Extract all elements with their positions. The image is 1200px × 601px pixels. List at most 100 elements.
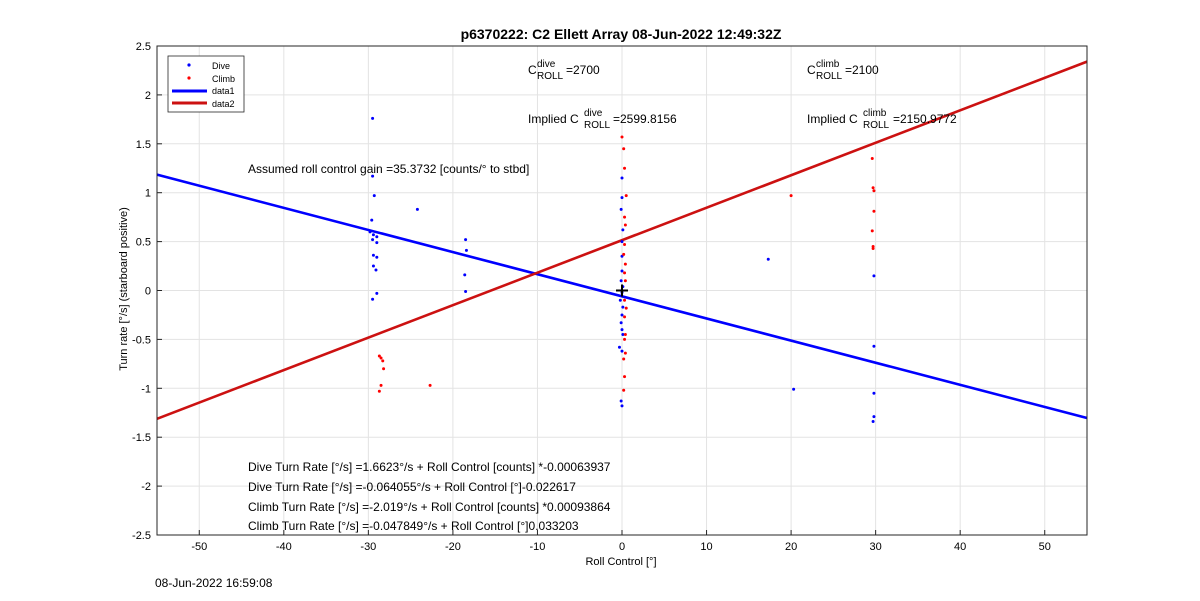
x-tick-label: 10 — [700, 541, 712, 553]
climb-point — [622, 357, 626, 361]
data-points — [368, 116, 876, 424]
climb-point — [623, 271, 627, 275]
dive-point — [463, 273, 467, 277]
climb-point — [871, 186, 875, 190]
dive-point — [621, 305, 625, 309]
dive-point — [371, 233, 375, 237]
svg-text:C: C — [528, 63, 537, 77]
climb-point — [623, 375, 627, 379]
y-tick-label: -1 — [141, 383, 151, 395]
x-tick-label: 30 — [870, 541, 882, 553]
dive-point — [371, 238, 375, 242]
dive-point — [872, 391, 876, 395]
legend-data2-label: data2 — [212, 99, 235, 109]
svg-text:=2700: =2700 — [566, 63, 600, 77]
dive-point — [620, 240, 624, 244]
climb-point — [789, 194, 793, 198]
y-tick-label: 0.5 — [136, 237, 151, 249]
annotation-c-dive: C dive ROLL =2700 — [528, 59, 600, 82]
dive-point — [619, 279, 623, 283]
climb-point — [872, 189, 876, 193]
dive-point — [464, 238, 468, 242]
dive-point — [371, 116, 375, 120]
legend: Dive Climb data1 data2 — [167, 55, 245, 113]
climb-point — [623, 315, 627, 319]
dive-point — [872, 415, 876, 419]
annotation-eq-dive-counts: Dive Turn Rate [°/s] =1.6623°/s + Roll C… — [248, 460, 611, 474]
svg-text:=2100: =2100 — [845, 63, 879, 77]
climb-point — [620, 135, 624, 139]
svg-text:Implied C: Implied C — [807, 112, 858, 126]
dive-point — [374, 268, 378, 272]
dive-point — [620, 254, 624, 258]
legend-dive-label: Dive — [212, 61, 230, 71]
climb-point — [872, 209, 876, 213]
dive-point — [872, 344, 876, 348]
y-tick-label: -0.5 — [132, 334, 151, 346]
dive-point — [375, 241, 379, 245]
dive-point — [371, 253, 375, 257]
dive-point — [371, 174, 375, 178]
x-axis-ticks: -50 -40 -30 -20 -10 0 10 20 30 40 50 — [191, 530, 1051, 553]
climb-point — [623, 223, 627, 227]
dive-point — [371, 264, 375, 268]
climb-point — [379, 383, 383, 387]
x-axis-label: Roll Control [°] — [585, 556, 656, 568]
climb-point — [623, 243, 627, 247]
y-tick-label: 0 — [145, 286, 151, 298]
climb-point — [379, 356, 383, 360]
dive-point — [621, 228, 625, 232]
svg-text:climb: climb — [863, 108, 887, 119]
svg-text:Implied C: Implied C — [528, 112, 579, 126]
dive-point — [370, 218, 374, 222]
x-tick-label: -50 — [191, 541, 207, 553]
legend-data1-label: data1 — [212, 86, 235, 96]
dive-point — [620, 349, 624, 353]
y-tick-label: -2 — [141, 481, 151, 493]
y-tick-label: 1.5 — [136, 139, 151, 151]
annotation-eq-dive-degrees: Dive Turn Rate [°/s] =-0.064055°/s + Rol… — [248, 480, 576, 494]
dive-point — [464, 248, 468, 252]
climb-point — [624, 194, 628, 198]
x-tick-label: -40 — [276, 541, 292, 553]
dive-point — [619, 207, 623, 211]
svg-text:=2599.8156: =2599.8156 — [613, 112, 677, 126]
climb-point — [870, 229, 874, 233]
svg-text:=2150.9772: =2150.9772 — [893, 112, 957, 126]
y-axis-ticks: -2.5 -2 -1.5 -1 -0.5 0 0.5 1 1.5 2 2.5 — [132, 41, 162, 542]
dive-point — [766, 257, 770, 261]
climb-point — [428, 383, 432, 387]
svg-text:C: C — [807, 63, 816, 77]
climb-point — [622, 252, 626, 256]
legend-climb-marker — [187, 76, 191, 80]
annotation-eq-climb-counts: Climb Turn Rate [°/s] =-2.019°/s + Roll … — [248, 500, 611, 514]
dive-point — [375, 235, 379, 239]
x-tick-label: 40 — [954, 541, 966, 553]
climb-point — [623, 166, 627, 170]
y-axis-label: Turn rate [°/s] (starboard positive) — [118, 207, 130, 371]
annotation-c-climb: C climb ROLL =2100 — [807, 59, 879, 82]
dive-point — [464, 289, 468, 293]
dive-point — [620, 313, 624, 317]
dive-point — [620, 176, 624, 180]
dive-point — [368, 230, 372, 234]
x-tick-label: -10 — [530, 541, 546, 553]
dive-point — [372, 194, 376, 198]
climb-point — [623, 333, 627, 337]
climb-point — [623, 351, 627, 355]
footer-timestamp: 08-Jun-2022 16:59:08 — [155, 576, 273, 590]
climb-point — [377, 354, 381, 358]
dive-point — [621, 333, 625, 337]
dive-point — [620, 404, 624, 408]
dive-point — [620, 196, 624, 200]
dive-point — [620, 269, 624, 273]
climb-point — [623, 215, 627, 219]
x-tick-label: -30 — [360, 541, 376, 553]
dive-point — [617, 345, 621, 349]
y-tick-label: 2.5 — [136, 41, 151, 53]
svg-text:dive: dive — [537, 59, 556, 70]
dive-point — [619, 399, 623, 403]
annotation-implied-dive: Implied C dive ROLL =2599.8156 — [528, 108, 677, 131]
dive-point — [619, 321, 623, 325]
legend-climb-label: Climb — [212, 74, 235, 84]
